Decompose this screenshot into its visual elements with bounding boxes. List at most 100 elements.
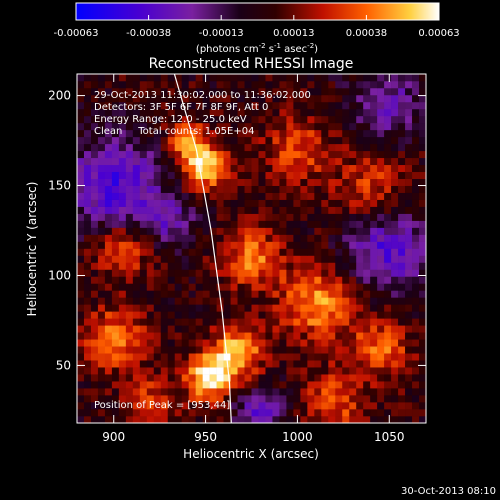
heatmap-cell (237, 269, 245, 277)
heatmap-cell (223, 262, 231, 270)
heatmap-cell (314, 178, 322, 186)
heatmap-cell (174, 143, 182, 152)
heatmap-cell (405, 290, 413, 298)
heatmap-cell (216, 276, 224, 284)
heatmap-cell (279, 283, 287, 291)
heatmap-cell (118, 346, 127, 354)
heatmap-cell (132, 283, 141, 291)
heatmap-cell (335, 332, 343, 340)
heatmap-cell (244, 374, 252, 382)
heatmap-cell (146, 74, 155, 82)
heatmap-cell (139, 339, 148, 347)
heatmap-cell (328, 318, 336, 326)
heatmap-cell (314, 157, 322, 166)
heatmap-cell (223, 388, 231, 396)
heatmap-cell (146, 318, 155, 326)
heatmap-cell (209, 227, 217, 235)
heatmap-cell (363, 136, 371, 145)
heatmap-cell (370, 213, 378, 221)
heatmap-cell (202, 255, 210, 263)
heatmap-cell (391, 185, 399, 193)
heatmap-cell (328, 311, 336, 319)
heatmap-cell (328, 185, 336, 193)
heatmap-cell (419, 339, 426, 347)
heatmap-cell (321, 143, 329, 152)
heatmap-cell (279, 143, 287, 152)
heatmap-cell (258, 297, 266, 305)
heatmap-cell (181, 283, 189, 291)
heatmap-cell (160, 94, 169, 103)
heatmap-cell (216, 164, 224, 173)
heatmap-cell (153, 402, 162, 410)
heatmap-cell (111, 332, 120, 340)
heatmap-cell (104, 171, 113, 179)
heatmap-cell (244, 220, 252, 228)
heatmap-cell (377, 129, 385, 138)
heatmap-cell (279, 395, 287, 403)
solar-limb-curve (173, 74, 232, 423)
heatmap-cell (405, 248, 413, 256)
heatmap-cell (363, 276, 371, 284)
heatmap-cell (258, 248, 266, 256)
heatmap-cell (174, 199, 182, 207)
heatmap-cell (181, 388, 189, 396)
heatmap-cell (272, 74, 280, 82)
heatmap-cell (321, 136, 329, 145)
heatmap-cell (251, 339, 259, 347)
heatmap-cell (419, 297, 426, 305)
heatmap-cell (202, 395, 210, 403)
heatmap-cell (307, 374, 315, 382)
heatmap-cell (111, 346, 120, 354)
heatmap-cell (90, 122, 99, 131)
heatmap-cell (265, 115, 273, 124)
heatmap-cell (132, 402, 141, 410)
heatmap-cell (251, 122, 259, 131)
heatmap-cell (160, 360, 169, 368)
heatmap-cell (335, 374, 343, 382)
heatmap-cell (216, 80, 224, 89)
heatmap-cell (272, 297, 280, 305)
heatmap-cell (146, 220, 155, 228)
heatmap-cell (286, 395, 294, 403)
heatmap-cell (405, 339, 413, 347)
heatmap-cell (293, 402, 301, 410)
heatmap-cell (391, 297, 399, 305)
heatmap-cell (335, 311, 343, 319)
heatmap-cell (363, 346, 371, 354)
heatmap-cell (321, 220, 329, 228)
heatmap-cell (258, 304, 266, 312)
heatmap-cell (321, 213, 329, 221)
heatmap-cell (153, 101, 162, 110)
heatmap-cell (195, 367, 203, 375)
heatmap-cell (251, 94, 259, 103)
heatmap-cell (146, 311, 155, 319)
heatmap-cell (405, 388, 413, 396)
heatmap-cell (244, 269, 252, 277)
heatmap-cell (230, 241, 238, 249)
heatmap-cell (265, 171, 273, 179)
heatmap-cell (349, 297, 357, 305)
heatmap-cell (104, 157, 113, 166)
heatmap-cell (391, 234, 399, 242)
heatmap-cell (125, 122, 134, 131)
heatmap-cell (181, 101, 189, 110)
heatmap-cell (132, 290, 141, 298)
heatmap-cell (77, 367, 85, 375)
heatmap-cell (370, 416, 378, 423)
heatmap-cell (90, 283, 99, 291)
heatmap-cell (202, 150, 210, 159)
heatmap-cell (160, 206, 169, 214)
heatmap-cell (286, 213, 294, 221)
heatmap-cell (167, 374, 176, 382)
heatmap-cell (230, 388, 238, 396)
heatmap-cell (384, 199, 392, 207)
heatmap-cell (90, 80, 99, 89)
heatmap-cell (307, 143, 315, 152)
heatmap-cell (174, 304, 182, 312)
heatmap-cell (132, 409, 141, 417)
heatmap-cell (314, 171, 322, 179)
heatmap-cell (370, 381, 378, 389)
heatmap-cell (391, 388, 399, 396)
heatmap-cell (223, 129, 231, 138)
